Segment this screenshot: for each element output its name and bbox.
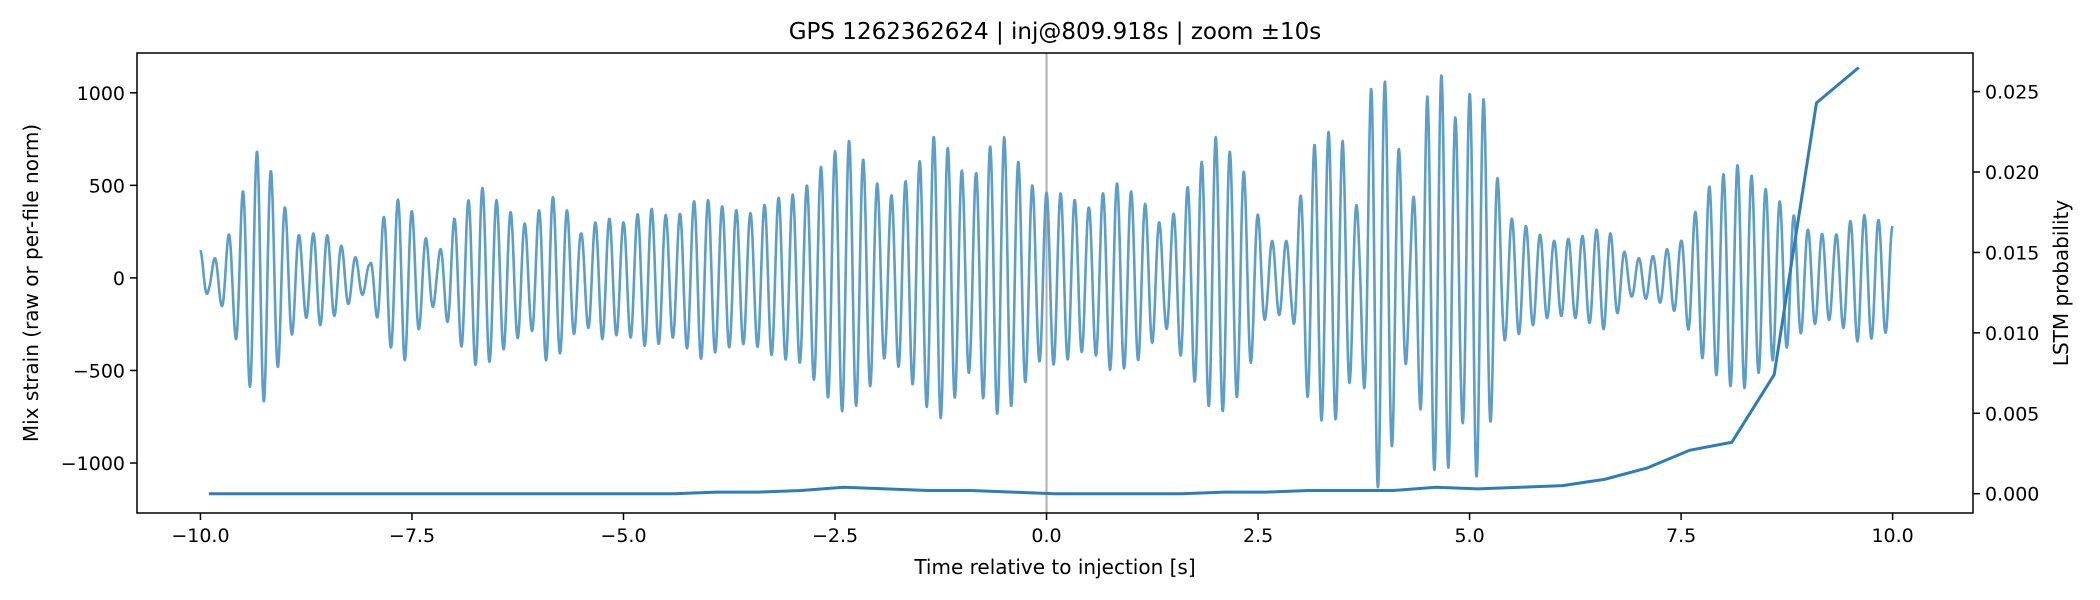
y-right-tick-label: 0.005 — [1985, 403, 2039, 425]
y-left-tick-label: 500 — [89, 175, 125, 197]
y-right-tick-label: 0.015 — [1985, 242, 2039, 264]
plot-frame — [136, 52, 1974, 514]
y-right-tick-label: 0.025 — [1985, 82, 2039, 104]
x-tick-label: 5.0 — [1454, 525, 1484, 547]
y-left-tick-label: 0 — [113, 268, 125, 290]
y-right-tick-label: 0.020 — [1985, 162, 2039, 184]
y-left-tick-label: −1000 — [61, 453, 125, 475]
x-tick-label: −7.5 — [389, 525, 435, 547]
strain-series-line — [199, 74, 1894, 489]
x-tick-label: 0.0 — [1031, 525, 1061, 547]
x-tick-label: −10.0 — [171, 525, 229, 547]
y-left-axis: −1000 −500 0 500 1000 — [61, 83, 137, 475]
x-tick-label: 2.5 — [1243, 525, 1273, 547]
y-right-axis: 0.000 0.005 0.010 0.015 0.020 0.025 — [1973, 82, 2039, 506]
x-tick-label: 10.0 — [1871, 525, 1913, 547]
x-axis: −10.0 −7.5 −5.0 −2.5 0.0 2.5 5.0 7.5 10.0 — [171, 513, 1914, 547]
y-right-tick-label: 0.000 — [1985, 484, 2039, 506]
y-left-tick-label: −500 — [73, 360, 125, 382]
x-tick-label: −5.0 — [600, 525, 646, 547]
y-right-tick-label: 0.010 — [1985, 323, 2039, 345]
y-right-axis-label: LSTM probability — [2049, 200, 2073, 367]
plot-area — [199, 53, 1894, 513]
lstm-series-line — [208, 66, 1860, 496]
x-tick-label: −2.5 — [812, 525, 858, 547]
chart-title: GPS 1262362624 | inj@809.918s | zoom ±10… — [789, 19, 1322, 45]
x-tick-label: 7.5 — [1666, 525, 1696, 547]
x-axis-label: Time relative to injection [s] — [913, 555, 1195, 579]
y-left-axis-label: Mix strain (raw or per-file norm) — [19, 124, 43, 442]
y-left-tick-label: 1000 — [77, 83, 125, 105]
